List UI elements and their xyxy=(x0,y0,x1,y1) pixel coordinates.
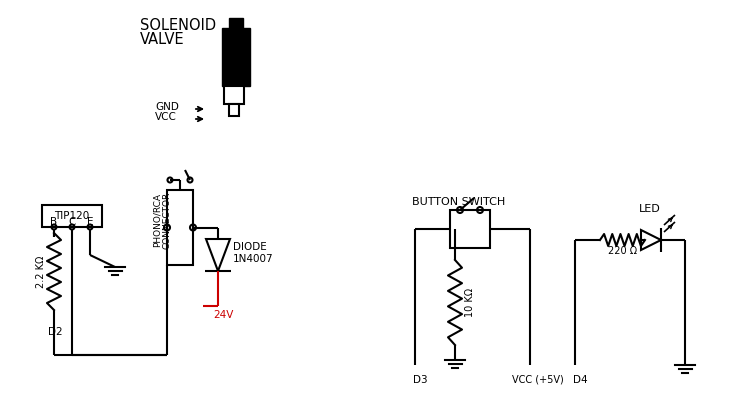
Bar xyxy=(42,205,102,227)
Bar xyxy=(229,104,239,116)
Text: DIODE: DIODE xyxy=(233,242,267,252)
Text: VCC (+5V): VCC (+5V) xyxy=(512,375,564,385)
Text: E: E xyxy=(86,217,93,227)
Text: LED: LED xyxy=(639,204,661,214)
Polygon shape xyxy=(206,239,230,271)
Text: B: B xyxy=(51,217,57,227)
Text: PHONO/RCA
CONNECTOR: PHONO/RCA CONNECTOR xyxy=(152,191,171,249)
Text: 1N4007: 1N4007 xyxy=(233,254,273,264)
Text: D2: D2 xyxy=(48,327,63,337)
Bar xyxy=(167,190,193,265)
Text: VALVE: VALVE xyxy=(140,32,185,47)
Text: C: C xyxy=(69,217,76,227)
Text: VCC: VCC xyxy=(155,112,177,122)
Bar xyxy=(224,86,244,104)
Text: GND: GND xyxy=(155,102,179,112)
Text: D4: D4 xyxy=(573,375,588,385)
Text: TIP120: TIP120 xyxy=(54,211,89,221)
Text: 220 Ω: 220 Ω xyxy=(608,246,637,256)
Text: 10 KΩ: 10 KΩ xyxy=(465,288,475,317)
Bar xyxy=(450,210,490,248)
Text: 2.2 KΩ: 2.2 KΩ xyxy=(36,255,46,288)
Text: SOLENOID: SOLENOID xyxy=(140,18,216,33)
Text: 24V: 24V xyxy=(213,310,233,320)
Text: D3: D3 xyxy=(413,375,428,385)
Text: BUTTON SWITCH: BUTTON SWITCH xyxy=(412,197,505,207)
Bar xyxy=(222,28,250,86)
Polygon shape xyxy=(641,230,661,250)
Bar xyxy=(229,18,243,28)
